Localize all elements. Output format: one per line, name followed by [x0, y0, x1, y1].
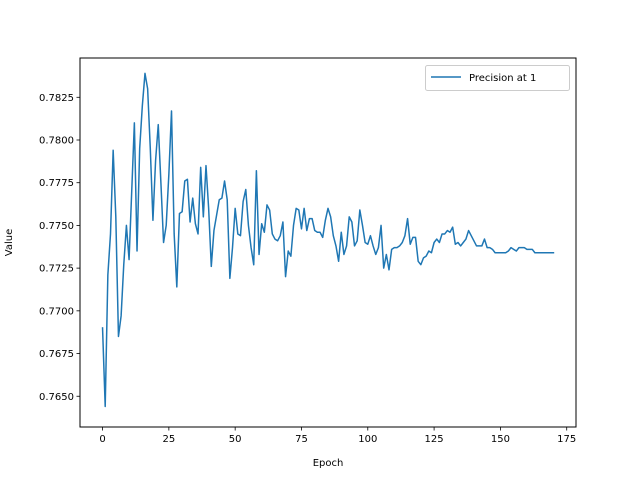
x-tick-label: 125: [425, 434, 444, 445]
y-tick-label: 0.7675: [39, 349, 74, 360]
x-tick-label: 150: [491, 434, 510, 445]
x-tick-label: 50: [229, 434, 242, 445]
y-tick-label: 0.7750: [39, 221, 74, 232]
y-tick-label: 0.7700: [39, 306, 74, 317]
x-tick-label: 25: [162, 434, 175, 445]
plot-area: [101, 72, 555, 408]
legend-frame: [425, 65, 570, 91]
x-tick-label: 175: [557, 434, 576, 445]
axis-ticks: 0 25 50 75 100 125 150 175 0.7650 0.7675 0.7700 0.7…: [39, 93, 576, 445]
x-axis-label: Epoch: [313, 458, 344, 469]
axes-frame: [79, 57, 577, 428]
y-axis-label: Value: [4, 229, 15, 256]
legend: Precision at 1: [425, 65, 570, 91]
y-tick-label: 0.7650: [39, 392, 74, 403]
series-line: [101, 72, 555, 408]
x-tick-label: 75: [295, 434, 308, 445]
y-tick-label: 0.7825: [39, 93, 74, 104]
y-tick-label: 0.7775: [39, 178, 74, 189]
x-tick-label: 100: [358, 434, 377, 445]
y-tick-label: 0.7800: [39, 136, 74, 147]
legend-label: Precision at 1: [469, 73, 536, 84]
x-tick-label: 0: [99, 434, 105, 445]
y-tick-label: 0.7725: [39, 264, 74, 275]
